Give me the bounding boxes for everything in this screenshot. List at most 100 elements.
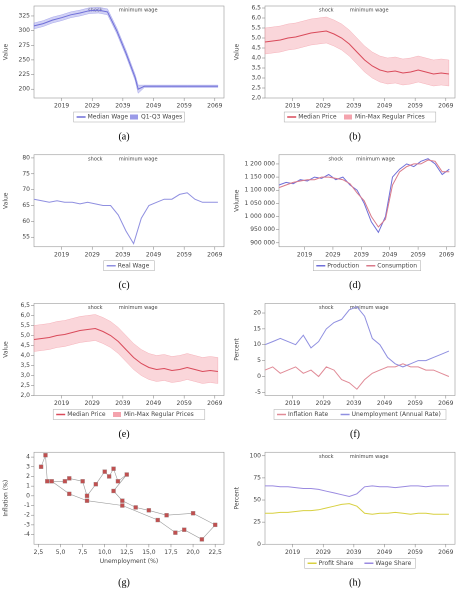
y-tick-label: 10 bbox=[253, 341, 261, 348]
x-axis-label: Unemployment (%) bbox=[100, 558, 158, 565]
annotation: shock bbox=[319, 454, 334, 460]
panel: 200 225 250 275 300 325 2019 2029 2039 2049 2059 20… bbox=[3, 5, 225, 142]
plot-area bbox=[264, 303, 456, 396]
annotation: minimum wage bbox=[350, 8, 389, 14]
x-tick-label: 2029 bbox=[85, 251, 100, 258]
legend-box bbox=[273, 409, 447, 420]
y-axis-label: Percent bbox=[234, 486, 241, 509]
plot-area bbox=[33, 5, 225, 99]
legend-label: Median Wage bbox=[88, 114, 129, 121]
x-tick-label: 2019 bbox=[54, 103, 69, 110]
line bbox=[33, 9, 218, 90]
point bbox=[120, 503, 125, 508]
y-tick-label: 55 bbox=[22, 234, 30, 241]
legend-swatch bbox=[113, 412, 121, 417]
annotation: minimum wage bbox=[119, 8, 158, 14]
caption: (f) bbox=[350, 429, 360, 440]
point bbox=[93, 482, 99, 487]
y-tick-label: 2,0 bbox=[251, 95, 261, 102]
y-tick-label: 100 bbox=[250, 452, 262, 459]
y-tick-label: 80 bbox=[22, 154, 30, 161]
x-tick-label: 2049 bbox=[146, 251, 161, 258]
y-tick-label: 250 bbox=[19, 56, 31, 63]
panel: -5 0 5 10 15 20 2019 2029 2039 2049 2059 2069 Percen… bbox=[234, 303, 456, 440]
y-tick-label: 20 bbox=[253, 310, 261, 317]
x-tick-label: 12,5 bbox=[120, 549, 134, 556]
x-tick-label: 2039 bbox=[115, 103, 130, 110]
y-tick-label: 200 bbox=[19, 86, 31, 93]
legend-label: Wage Share bbox=[375, 560, 411, 567]
legend-swatch bbox=[344, 114, 352, 120]
y-tick-label: 275 bbox=[19, 42, 31, 49]
x-tick-label: 2019 bbox=[285, 103, 300, 110]
x-tick-label: 2039 bbox=[346, 103, 361, 110]
plot-area bbox=[33, 154, 225, 248]
point bbox=[115, 479, 121, 484]
annotation: shock bbox=[329, 156, 344, 162]
point bbox=[45, 479, 50, 484]
x-tick-label: 2029 bbox=[316, 400, 331, 407]
x-tick-label: 2019 bbox=[297, 251, 312, 258]
annotation: shock bbox=[319, 8, 334, 14]
line bbox=[264, 306, 450, 368]
x-tick-label: 5,0 bbox=[56, 549, 66, 556]
y-tick-label: 1 200 000 bbox=[244, 160, 275, 167]
panel: 0 25 50 75 100 2019 2029 2039 2049 2059 2069 Percen… bbox=[234, 451, 456, 589]
y-tick-label: -4 bbox=[24, 531, 30, 538]
y-tick-label: 900 000 bbox=[250, 239, 275, 246]
x-tick-label: 2039 bbox=[115, 251, 130, 258]
y-tick-label: 5 bbox=[257, 357, 261, 364]
plot-area bbox=[278, 154, 456, 248]
line bbox=[278, 159, 450, 228]
x-tick-label: 2039 bbox=[115, 400, 130, 407]
y-tick-label: 300 bbox=[19, 27, 31, 34]
y-tick-label: 4,5 bbox=[20, 342, 30, 349]
x-tick-label: 2069 bbox=[439, 251, 454, 258]
y-tick-label: 0 bbox=[257, 373, 261, 380]
x-tick-label: 2059 bbox=[177, 103, 192, 110]
legend-label: Median Price bbox=[298, 114, 337, 121]
x-tick-label: 2019 bbox=[285, 400, 300, 407]
line bbox=[278, 158, 450, 234]
y-tick-label: 1 100 000 bbox=[244, 187, 275, 194]
y-tick-label: -3 bbox=[24, 521, 30, 528]
x-tick-label: 2049 bbox=[377, 549, 392, 556]
y-tick-label: -5 bbox=[255, 389, 261, 396]
y-tick-label: 15 bbox=[253, 325, 261, 332]
x-tick-label: 2029 bbox=[316, 103, 331, 110]
y-axis-label: Percent bbox=[234, 338, 241, 361]
caption: (a) bbox=[118, 131, 129, 142]
y-axis-label: Inflation (%) bbox=[3, 480, 10, 517]
annotation: shock bbox=[88, 156, 103, 162]
line bbox=[33, 192, 218, 245]
annotation: shock bbox=[319, 305, 334, 311]
band bbox=[33, 6, 219, 94]
caption: (e) bbox=[118, 429, 129, 440]
x-tick-label: 2049 bbox=[382, 251, 397, 258]
legend-box bbox=[52, 409, 206, 420]
x-tick-label: 2049 bbox=[146, 103, 161, 110]
annotation: minimum wage bbox=[356, 156, 395, 162]
x-tick-label: 2059 bbox=[410, 251, 425, 258]
point bbox=[62, 479, 68, 484]
y-tick-label: 6,5 bbox=[20, 302, 30, 309]
y-tick-label: 3 bbox=[26, 463, 30, 470]
point bbox=[111, 488, 116, 494]
x-tick-label: 2059 bbox=[177, 251, 192, 258]
y-tick-label: 1 bbox=[26, 483, 30, 490]
caption: (h) bbox=[349, 578, 361, 589]
y-tick-label: 2,5 bbox=[251, 85, 261, 92]
point bbox=[164, 513, 169, 518]
y-tick-label: 0 bbox=[26, 492, 30, 499]
legend-label: Unemployment (Annual Rate) bbox=[352, 411, 441, 418]
annotation: minimum wage bbox=[119, 156, 158, 162]
y-tick-label: 1 050 000 bbox=[244, 200, 275, 207]
legend-box bbox=[304, 558, 416, 569]
y-tick-label: 75 bbox=[22, 170, 30, 177]
y-tick-label: 1 150 000 bbox=[244, 174, 275, 181]
x-tick-label: 2049 bbox=[377, 400, 392, 407]
annotation: shock bbox=[88, 305, 103, 311]
annotation: minimum wage bbox=[350, 454, 389, 460]
